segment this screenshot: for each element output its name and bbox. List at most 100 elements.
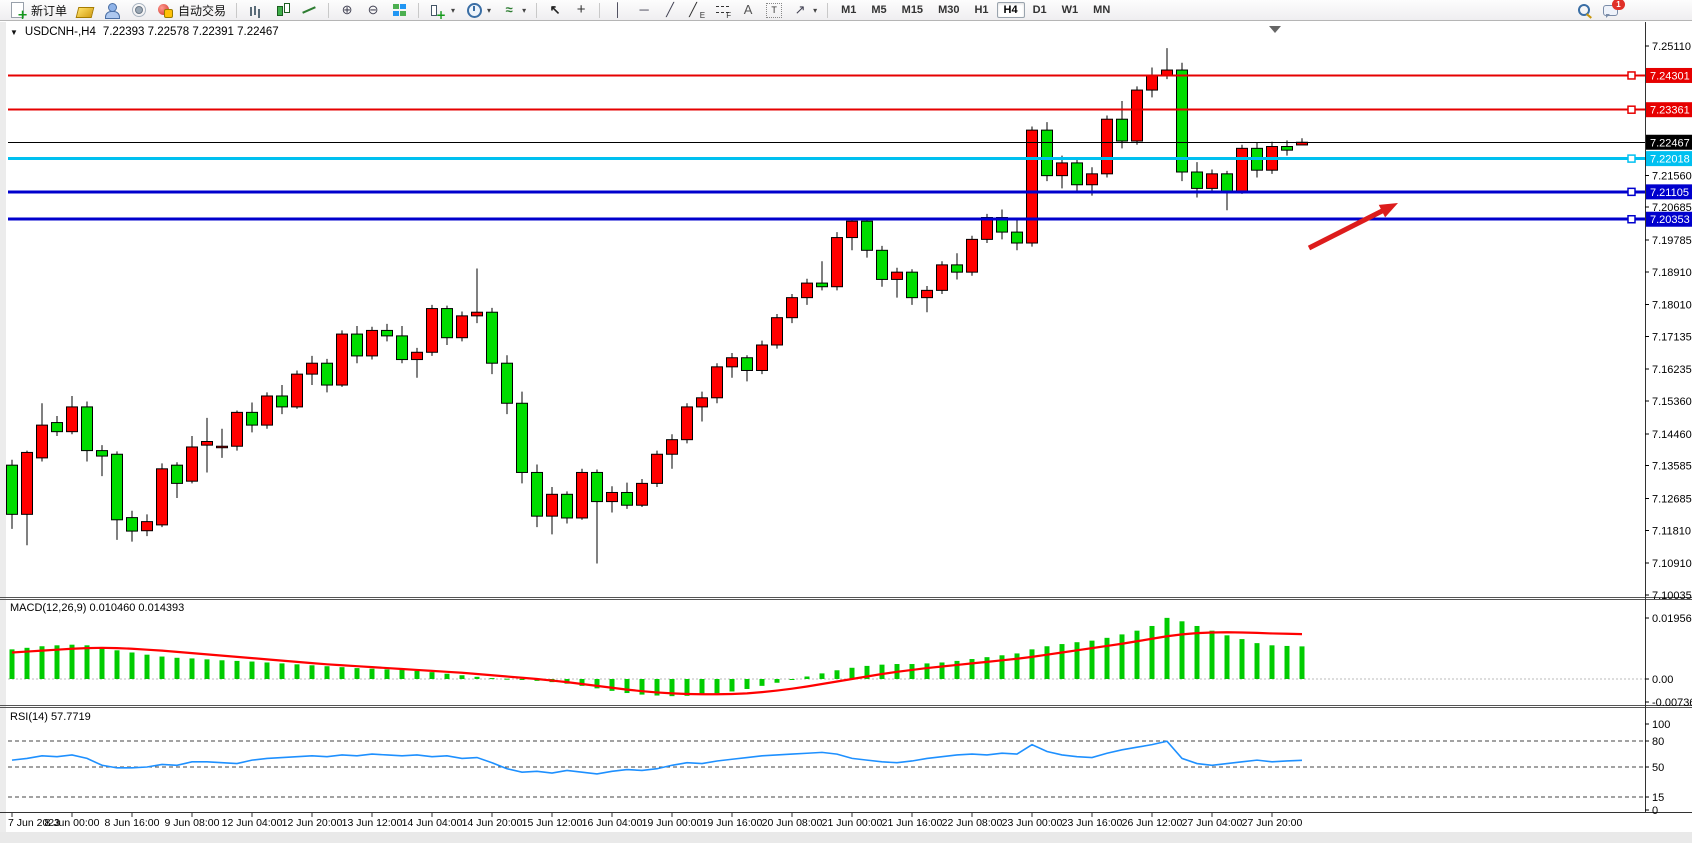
candle-body — [201, 440, 213, 446]
price-chart-canvas[interactable]: 7.25110 7.21560 7.20685 7.19785 7.18910 7.180… — [0, 21, 1692, 843]
cursor-tool-button[interactable]: ↖ — [543, 1, 567, 20]
macd-bar — [639, 679, 645, 695]
zoom-in-button[interactable]: ⊕ — [335, 1, 359, 20]
time-label: 19 Jun 00:00 — [642, 817, 703, 829]
price-tick-label: 7.18010 — [1652, 300, 1692, 312]
timeframe-w1[interactable]: W1 — [1061, 4, 1079, 16]
chart-shift-marker[interactable] — [1269, 26, 1281, 33]
candle-body — [1131, 89, 1143, 142]
macd-bar — [504, 678, 510, 680]
autotrade-icon — [157, 2, 174, 18]
line-chart-button[interactable] — [297, 1, 322, 20]
autotrade-label: 自动交易 — [178, 3, 227, 18]
search-button[interactable] — [1572, 1, 1597, 20]
macd-bar — [879, 664, 885, 679]
notifications-button[interactable]: 1 — [1599, 0, 1625, 20]
support-badge-1-label: 7.21105 — [1650, 187, 1689, 199]
channel-tool-button[interactable] — [684, 1, 709, 20]
trendline-tool-button[interactable]: ╱ — [658, 1, 682, 20]
support-line-1-handle[interactable] — [1627, 187, 1636, 197]
toolbar-separator — [536, 2, 538, 18]
resistance-badge-2 — [1646, 102, 1692, 118]
macd-bar — [1089, 640, 1095, 679]
timeframe-mn[interactable]: MN — [1093, 4, 1111, 16]
candle-body — [696, 397, 708, 408]
macd-bar — [429, 672, 435, 679]
profiles-button[interactable]: ▾ — [461, 1, 495, 20]
candle-body — [321, 362, 333, 386]
tile-windows-button[interactable] — [387, 1, 412, 20]
arrows-tool-button[interactable]: ↗ ▾ — [788, 1, 821, 20]
macd-bar — [1014, 653, 1020, 679]
macd-bar — [54, 645, 60, 679]
macd-bar — [69, 644, 75, 679]
rsi-tick-label: 15 — [1652, 792, 1664, 804]
fibonacci-icon — [715, 2, 731, 20]
market-depth-button[interactable] — [73, 1, 97, 20]
rsi-tick-label: 80 — [1652, 736, 1664, 748]
fibonacci-tool-button[interactable] — [711, 1, 734, 20]
community-button[interactable] — [99, 1, 124, 20]
arrow-objects-icon: ↗ — [794, 2, 806, 17]
support-line-2-handle[interactable] — [1627, 214, 1636, 224]
autotrade-button[interactable]: 自动交易 — [153, 1, 230, 20]
resistance-badge-1 — [1646, 67, 1692, 83]
hline-tool-button[interactable]: ─ — [632, 1, 656, 20]
candle-body — [21, 451, 33, 515]
candle-body — [1086, 173, 1098, 186]
chevron-down-icon: ▾ — [522, 5, 527, 15]
macd-bar — [864, 665, 870, 679]
candle-body — [726, 357, 738, 368]
new-chart-button[interactable]: ▾ — [425, 1, 459, 21]
timeframe-m1[interactable]: M1 — [841, 4, 857, 16]
macd-tick-label: 0.00 — [1652, 674, 1673, 686]
timeframe-m5[interactable]: M5 — [871, 4, 887, 16]
candle-body — [1116, 118, 1128, 142]
resistance-line-2-handle[interactable] — [1627, 105, 1636, 114]
trend-arrow-head[interactable] — [1378, 203, 1398, 218]
toolbar: 新订单 自动交易 ⊕ ⊖ ▾ ▾ ≈▾ ↖ + │ ─ ╱ A T ↗▾ M1M… — [0, 0, 1692, 22]
time-label: 20 Jun 08:00 — [762, 817, 823, 829]
candle-body — [936, 264, 948, 291]
trend-arrow-line[interactable] — [1307, 206, 1389, 251]
zoom-out-icon: ⊖ — [367, 2, 379, 17]
price-tick-label: 7.18910 — [1652, 267, 1692, 279]
timeframe-h1[interactable]: H1 — [974, 4, 989, 16]
macd-bar — [1149, 625, 1155, 679]
timeframe-h4[interactable]: H4 — [996, 2, 1025, 18]
candle-body — [126, 517, 138, 532]
candle-body — [141, 521, 153, 532]
price-tick-label: 7.17135 — [1652, 331, 1692, 343]
timeframe-d1[interactable]: D1 — [1032, 4, 1047, 16]
time-label: 23 Jun 00:00 — [1002, 817, 1063, 829]
vline-tool-button[interactable]: │ — [606, 1, 630, 20]
crosshair-tool-button[interactable]: + — [569, 1, 593, 20]
label-tool-button[interactable]: T — [762, 1, 786, 20]
macd-bar — [174, 657, 180, 679]
indicators-button[interactable]: ≈ ▾ — [497, 1, 530, 20]
resistance-line-1-handle[interactable] — [1627, 71, 1636, 80]
text-tool-button[interactable]: A — [736, 1, 760, 20]
macd-bar — [279, 663, 285, 679]
cyan-level-line-handle[interactable] — [1627, 154, 1636, 163]
macd-bar — [294, 664, 300, 679]
candle-body — [96, 450, 108, 457]
candlestick-chart-button[interactable] — [270, 1, 295, 20]
new-order-button[interactable]: 新订单 — [6, 1, 71, 22]
macd-bar — [219, 660, 225, 679]
timeframe-m30[interactable]: M30 — [938, 4, 960, 16]
macd-bar — [234, 660, 240, 679]
timeframe-m15[interactable]: M15 — [901, 4, 924, 16]
macd-bar — [1044, 646, 1050, 679]
symbol-title: USDCNH-,H4 — [24, 26, 96, 38]
bar-chart-button[interactable] — [243, 1, 268, 20]
macd-tick-label: -0.007367 — [1652, 697, 1692, 709]
macd-bar — [1239, 639, 1245, 679]
macd-bar — [1059, 644, 1065, 679]
macd-bar — [1029, 649, 1035, 679]
zoom-out-button[interactable]: ⊖ — [361, 1, 385, 20]
chart-background — [0, 22, 1692, 832]
candle-body — [861, 220, 873, 251]
collapse-chart-icon[interactable]: ▼ — [10, 27, 18, 37]
signals-button[interactable] — [126, 1, 151, 20]
